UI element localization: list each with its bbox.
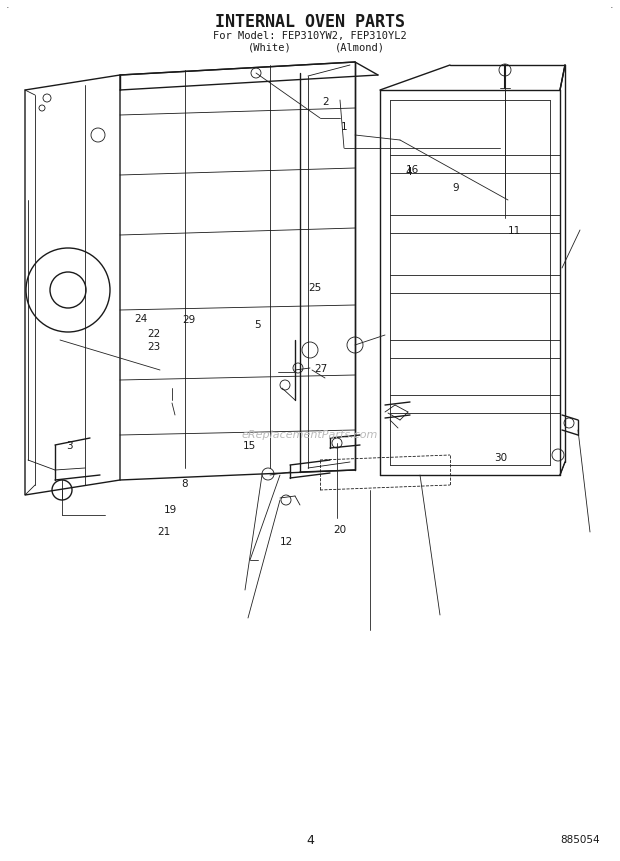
Text: 23: 23 <box>147 342 161 352</box>
Text: ·: · <box>610 3 614 13</box>
Text: 885054: 885054 <box>560 835 600 845</box>
Text: 3: 3 <box>66 441 73 451</box>
Text: 9: 9 <box>453 183 459 193</box>
Text: For Model: FEP310YW2, FEP310YL2: For Model: FEP310YW2, FEP310YL2 <box>213 31 407 41</box>
Text: 4: 4 <box>306 833 314 846</box>
Text: 5: 5 <box>254 320 260 331</box>
Text: 27: 27 <box>314 363 328 374</box>
Text: 29: 29 <box>182 315 196 325</box>
Text: 20: 20 <box>333 524 347 535</box>
Text: ·: · <box>6 3 10 13</box>
Text: 1: 1 <box>341 122 347 133</box>
Text: 30: 30 <box>494 453 508 463</box>
Text: 24: 24 <box>135 313 148 324</box>
Text: (Almond): (Almond) <box>335 42 385 52</box>
Text: 15: 15 <box>242 441 256 451</box>
Text: eReplacementParts.com: eReplacementParts.com <box>242 430 378 440</box>
Text: 16: 16 <box>405 165 419 176</box>
Text: (White): (White) <box>248 42 292 52</box>
Text: 12: 12 <box>280 537 293 548</box>
Text: 25: 25 <box>308 283 322 294</box>
Text: 19: 19 <box>164 505 177 515</box>
Text: 21: 21 <box>157 527 171 537</box>
Text: INTERNAL OVEN PARTS: INTERNAL OVEN PARTS <box>215 13 405 31</box>
Text: 22: 22 <box>147 329 161 339</box>
Text: 4: 4 <box>406 167 412 177</box>
Text: 11: 11 <box>508 226 521 236</box>
Text: 2: 2 <box>322 96 329 107</box>
Text: 8: 8 <box>182 479 188 489</box>
